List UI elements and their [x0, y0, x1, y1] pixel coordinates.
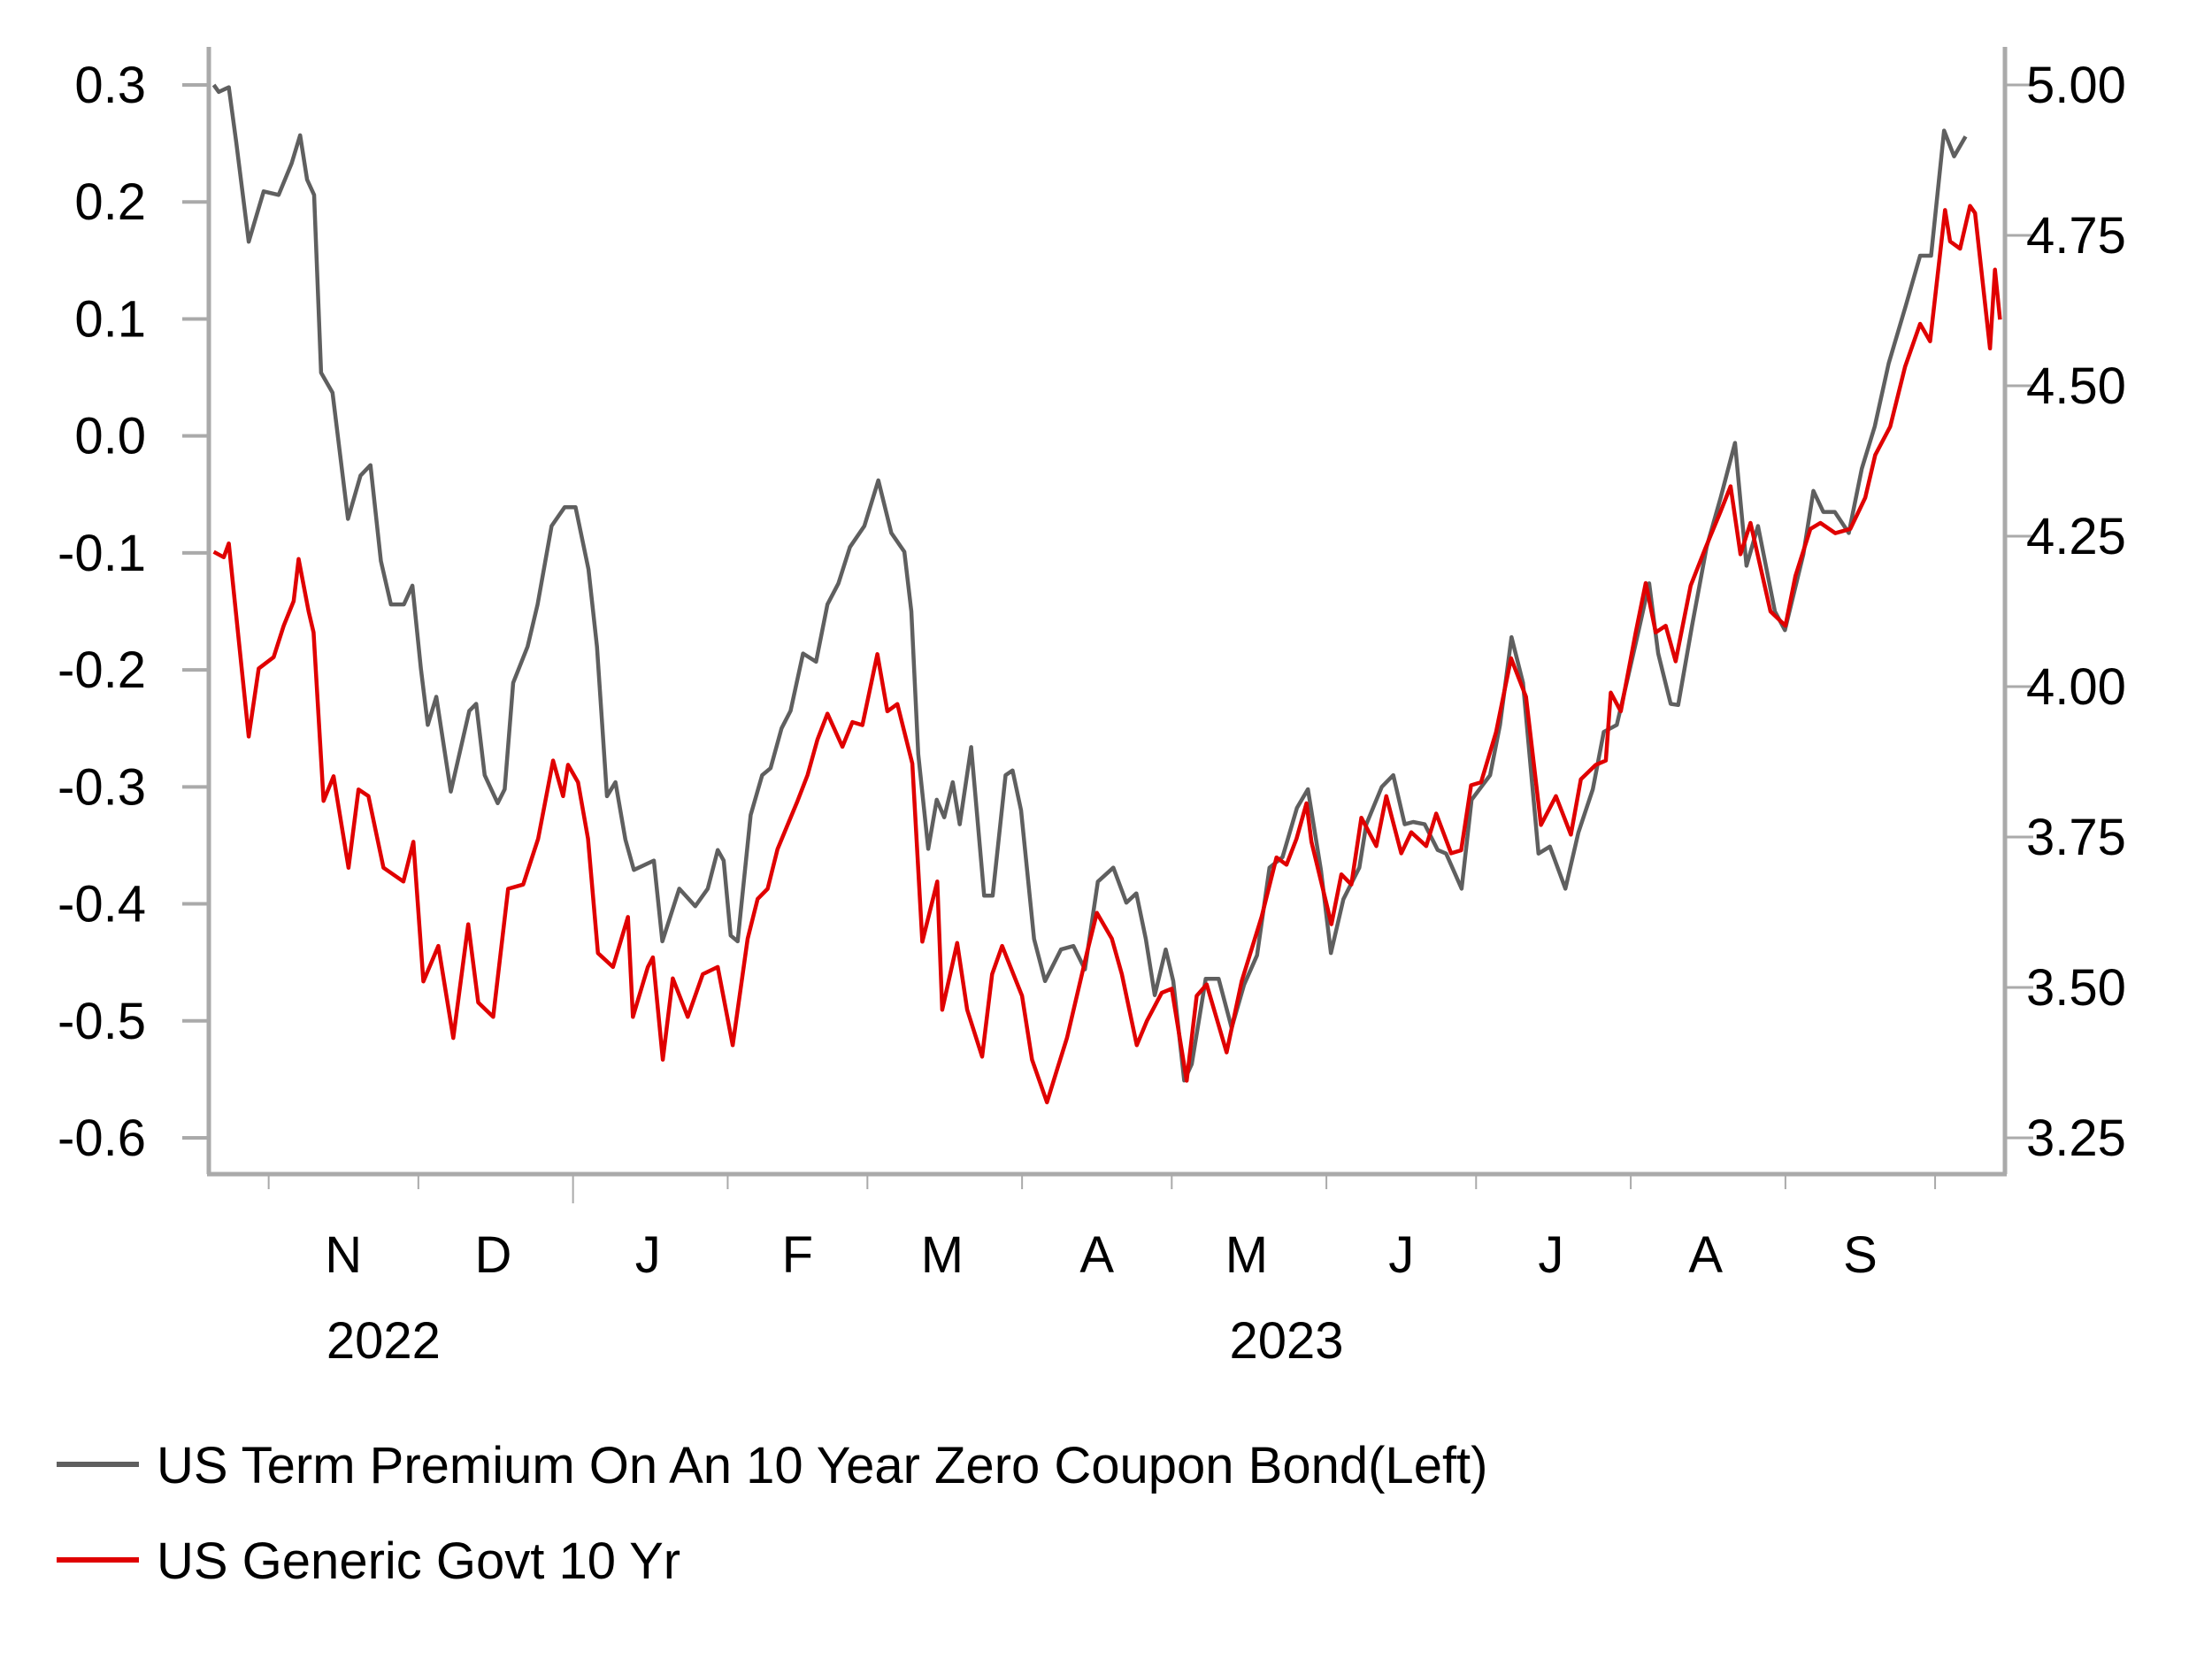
month-label: S: [1843, 1226, 1878, 1284]
month-label: J: [635, 1226, 661, 1284]
left-tick-label: -0.1: [58, 525, 146, 582]
left-tick-label: -0.6: [58, 1110, 146, 1167]
left-tick-label: -0.2: [58, 641, 146, 699]
month-label: D: [474, 1226, 511, 1284]
right-tick-label: 3.25: [2026, 1110, 2126, 1167]
month-label: M: [921, 1226, 964, 1284]
left-tick-label: 0.1: [74, 290, 146, 348]
left-tick-label: -0.4: [58, 876, 146, 933]
month-label: F: [782, 1226, 813, 1284]
x-axis-ticks: N D J F M A M J J A S 2022 2023: [267, 1174, 1937, 1370]
right-axis-ticks: 5.00 4.75 4.50 4.25 4.00 3.75 3.50 3.25: [2005, 57, 2126, 1167]
month-label: A: [1079, 1226, 1114, 1284]
legend: US Term Premium On An 10 Year Zero Coupo…: [57, 1437, 1488, 1590]
year-label: 2022: [326, 1312, 441, 1370]
right-tick-label: 4.25: [2026, 508, 2126, 565]
month-label: A: [1688, 1226, 1723, 1284]
series-line-term-premium: [211, 83, 1968, 1083]
series-line-govt-10yr: [212, 204, 2002, 1105]
left-tick-label: -0.5: [58, 993, 146, 1050]
right-tick-label: 3.50: [2026, 959, 2126, 1017]
axes: [206, 47, 2008, 1177]
left-tick-label: 0.3: [74, 57, 146, 114]
right-tick-label: 5.00: [2026, 57, 2126, 114]
month-label: J: [1538, 1226, 1563, 1284]
month-label: N: [325, 1226, 362, 1284]
month-label: M: [1225, 1226, 1268, 1284]
left-tick-label: 0.2: [74, 173, 146, 231]
series-group: [211, 83, 2002, 1105]
legend-label-govt-10yr: US Generic Govt 10 Yr: [157, 1532, 680, 1590]
right-tick-label: 4.50: [2026, 357, 2126, 415]
legend-label-term-premium: US Term Premium On An 10 Year Zero Coupo…: [157, 1437, 1488, 1494]
left-axis-ticks: 0.3 0.2 0.1 0.0 -0.1 -0.2 -0.3 -0.4 -0.5 -0.6: [58, 57, 209, 1167]
right-tick-label: 3.75: [2026, 809, 2126, 866]
year-label: 2023: [1229, 1312, 1343, 1370]
right-tick-label: 4.00: [2026, 658, 2126, 716]
right-tick-label: 4.75: [2026, 207, 2126, 265]
left-tick-label: -0.3: [58, 758, 146, 816]
month-label: J: [1388, 1226, 1414, 1284]
left-tick-label: 0.0: [74, 408, 146, 465]
